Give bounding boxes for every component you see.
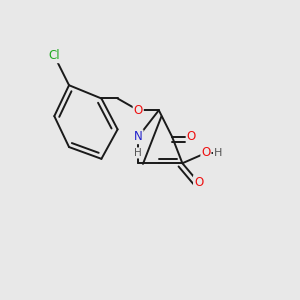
Text: O: O	[201, 146, 211, 159]
Text: O: O	[134, 104, 143, 117]
Text: Cl: Cl	[49, 49, 60, 62]
Text: H: H	[214, 148, 222, 158]
Text: N: N	[134, 130, 142, 143]
Text: H: H	[134, 148, 142, 158]
Text: O: O	[187, 130, 196, 143]
Text: O: O	[194, 176, 203, 189]
